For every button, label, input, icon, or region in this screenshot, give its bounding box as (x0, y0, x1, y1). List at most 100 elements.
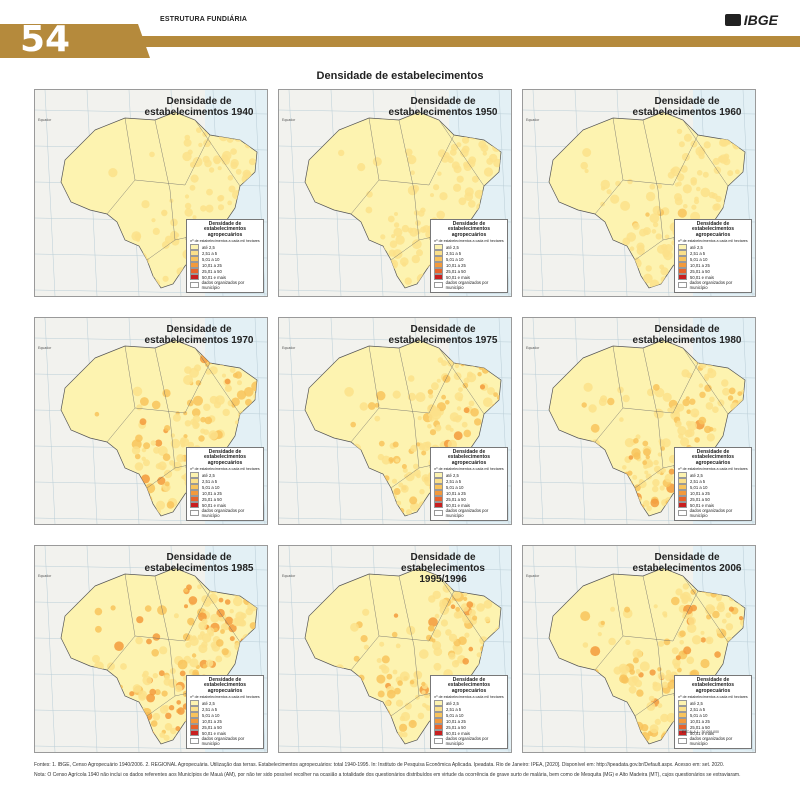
density-cell (400, 484, 409, 493)
density-cell (580, 161, 588, 170)
density-cell (136, 616, 144, 624)
legend-swatch (678, 496, 687, 502)
density-cell (180, 437, 187, 444)
legend-swatch (190, 718, 199, 724)
density-cell (234, 616, 245, 626)
density-cell (728, 417, 737, 426)
density-cell (737, 600, 743, 606)
density-cell (654, 718, 661, 725)
density-cell (657, 183, 663, 189)
density-cell (442, 583, 452, 593)
state-border (350, 635, 380, 671)
density-cell (483, 599, 493, 609)
density-cell (484, 616, 491, 623)
density-cell (653, 459, 659, 466)
density-cell (236, 358, 246, 368)
density-cell (149, 688, 156, 696)
equator-label: Equador (282, 346, 296, 350)
density-cell (154, 689, 161, 696)
legend-swatch (678, 274, 687, 280)
density-cell (487, 420, 497, 430)
density-cell (162, 275, 169, 282)
density-cell (180, 443, 186, 448)
legend-item: até 2,5 (190, 700, 260, 706)
legend-item: 25,01 a 50 (678, 268, 748, 274)
legend-label: 2,51 a 5 (690, 478, 706, 484)
legend-item: 25,01 a 50 (434, 496, 504, 502)
density-cell (380, 234, 386, 240)
legend-label: até 2,5 (690, 700, 703, 706)
density-cell (457, 415, 463, 421)
legend-label: 25,01 a 50 (202, 268, 222, 274)
density-cell (184, 134, 191, 141)
legend-swatch (190, 502, 199, 508)
density-cell (497, 649, 501, 657)
legend-swatch (678, 718, 687, 724)
map-title: Densidade de estabelecimentos 1940 (144, 96, 254, 118)
density-cell (705, 402, 714, 410)
density-cell (690, 140, 698, 148)
density-cell (141, 200, 150, 209)
state-border (398, 347, 415, 419)
brazil-map: EquadorTrópico de Capricórnio (35, 546, 267, 752)
density-cell (600, 620, 605, 626)
density-cell (489, 153, 498, 163)
density-cell (657, 640, 665, 647)
legend-label: 5,01 a 10 (446, 712, 464, 718)
density-cell (142, 670, 149, 677)
density-cell (711, 582, 722, 593)
legend-label: 25,01 a 50 (690, 496, 710, 502)
density-cell (114, 641, 124, 651)
density-cell (668, 468, 675, 475)
legend-item: 25,01 a 50 (434, 268, 504, 274)
density-cell (120, 663, 127, 670)
density-cell (242, 657, 249, 664)
density-cell (734, 184, 744, 194)
density-cell (633, 438, 639, 444)
density-cell (709, 605, 716, 612)
brazil-territory (548, 567, 746, 745)
density-cell (647, 460, 654, 468)
density-cell (495, 653, 501, 664)
density-cell (441, 394, 446, 400)
density-cell (468, 400, 475, 407)
legend-item: 10,01 a 25 (678, 262, 748, 268)
density-cell (649, 213, 660, 223)
density-cell (479, 636, 488, 645)
state-border (642, 347, 659, 419)
density-cell (208, 167, 215, 173)
density-cell (676, 128, 683, 135)
density-cell (660, 267, 669, 276)
density-cell (146, 638, 152, 645)
legend-label: 10,01 a 25 (690, 262, 710, 268)
density-cell (365, 206, 373, 214)
density-cell (700, 630, 705, 635)
density-cell (150, 440, 157, 446)
density-cell (620, 200, 631, 211)
density-cell (445, 629, 452, 636)
density-cell (395, 643, 401, 649)
density-cell (711, 356, 718, 363)
map-title: Densidade de estabelecimentos 2006 (632, 552, 742, 574)
density-cell (107, 662, 115, 671)
density-cell (159, 732, 165, 738)
density-cell (419, 649, 429, 659)
density-cell (652, 205, 662, 215)
density-cell (163, 469, 173, 479)
density-cell (428, 617, 438, 627)
density-cell (480, 662, 486, 668)
legend-swatch (678, 262, 687, 268)
footer-note: Nota: O Censo Agrícola 1940 não inclui o… (34, 772, 741, 778)
legend-item: 5,01 a 10 (678, 712, 748, 718)
legend-label: 5,01 a 10 (202, 712, 220, 718)
density-cell (409, 680, 415, 685)
density-cell (671, 596, 680, 606)
density-cell (607, 397, 615, 406)
density-cell (493, 179, 501, 188)
density-cell (427, 424, 432, 429)
equator-label: Equador (38, 118, 52, 122)
density-cell (237, 380, 242, 386)
density-cell (739, 644, 745, 651)
density-cell (657, 703, 663, 708)
density-cell (712, 610, 720, 619)
